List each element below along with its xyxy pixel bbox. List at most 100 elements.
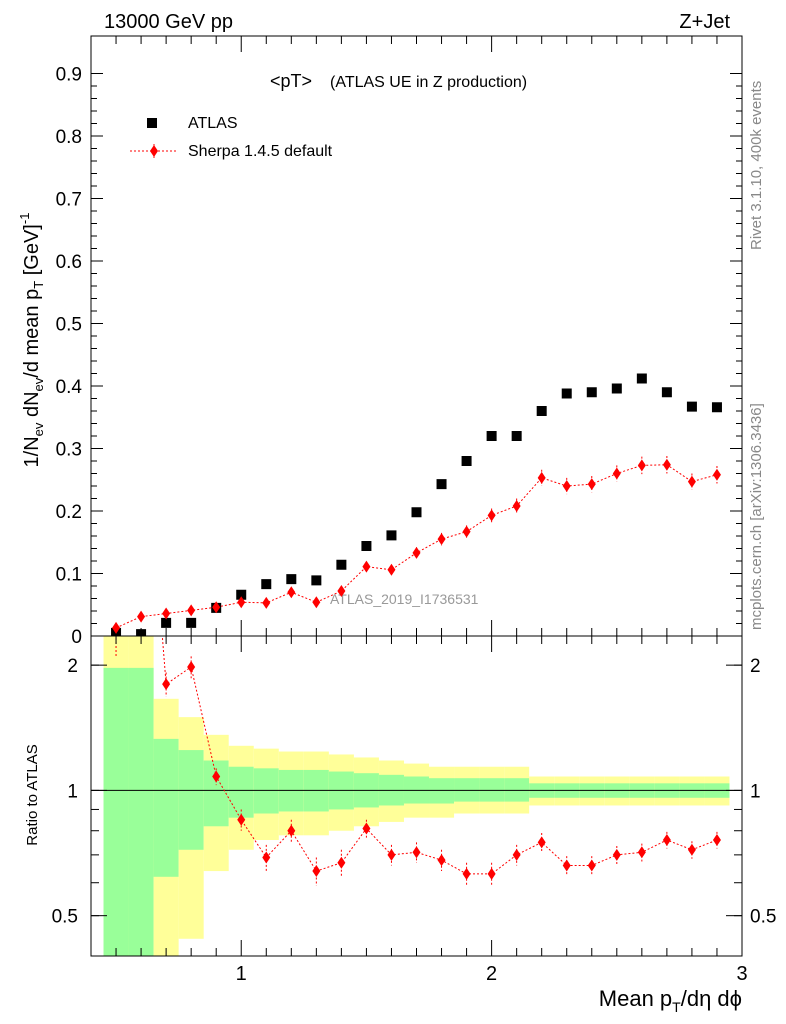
plot-title: <pT> [270,71,312,91]
main-ytick-label: 0.1 [56,565,82,586]
ratio-point [387,848,396,861]
ratio-point [687,843,696,856]
ratio-point [362,822,371,835]
main-ytick-label: 0.2 [56,502,82,523]
ratio-ytick-label-right: 0.5 [750,907,776,928]
ratio-point [512,848,521,861]
ratio-ytick-label-right: 1 [750,781,761,802]
sherpa-point [312,596,321,609]
atlas-point [236,589,247,600]
atlas-point [261,579,272,590]
atlas-point [561,388,572,399]
xtick-label: 3 [736,963,747,985]
sherpa-point [537,471,546,484]
ratio-point [312,865,321,878]
main-y-axis: 0 0.1 0.2 0.3 0.4 0.5 0.6 0.7 0.8 0.9 [56,65,742,648]
ratio-band-inner [203,760,229,827]
atlas-point [461,456,472,466]
atlas-point [386,530,397,541]
ratio-y-label: Ratio to ATLAS [24,744,41,845]
sherpa-point [212,601,221,614]
main-ytick-label: 0.8 [56,127,82,148]
atlas-point [161,617,172,628]
atlas-point [686,401,697,412]
ratio-bands [103,636,730,956]
main-ytick-label: 0.3 [56,440,82,461]
ratio-point [712,834,721,847]
mcplots-label: mcplots.cern.ch [arXiv:1306.3436] [748,403,765,630]
atlas-point [136,629,147,640]
atlas-point [586,387,597,398]
main-ytick-label: 0.7 [56,190,82,211]
ratio-y-axis: 0.5 0.5 1 1 2 2 [52,656,777,928]
ratio-point [337,856,346,869]
main-x-axis-ticks [115,36,743,636]
ratio-series-layer [115,636,721,886]
ratio-band-inner [504,778,530,802]
ratio-band-inner [479,778,505,802]
atlas-point [611,383,622,394]
sherpa-point [512,500,521,512]
atlas-point [636,373,647,384]
ratio-band-inner [228,766,254,818]
atlas-point [486,431,497,441]
ratio-point [462,867,471,880]
main-ytick-label: 0 [71,627,82,648]
legend-atlas-label: ATLAS [188,115,238,132]
atlas-point [361,541,372,551]
atlas-point [661,387,672,398]
legend-sherpa-label: Sherpa 1.4.5 default [188,143,333,160]
ratio-band-inner [253,768,279,814]
sherpa-point [637,459,646,472]
main-panel: 0 0.1 0.2 0.3 0.4 0.5 0.6 0.7 0.8 0.9 <pT> (ATLAS… [17,35,743,648]
main-ytick-label: 0.9 [56,65,82,86]
atlas-point [411,507,422,518]
main-ytick-label: 0.4 [56,377,83,398]
atlas-point [436,479,447,490]
atlas-point [711,402,722,413]
atlas-point [511,431,522,441]
watermark: ATLAS_2019_I1736531 [330,591,479,607]
ratio-band-inner [153,738,179,877]
ratio-point [287,824,296,837]
main-y-label: 1/Nev dNev/d mean pT [GeV]-1 [17,213,46,468]
ratio-point [587,859,596,872]
legend-atlas-marker [147,118,157,128]
sherpa-point [237,596,246,609]
sherpa-point [462,525,471,538]
ratio-band-inner [454,778,480,802]
atlas-point [336,559,347,570]
sherpa-point [137,610,146,623]
legend-sherpa-marker [150,145,158,157]
sherpa-point [112,621,121,634]
ratio-band-inner [128,667,154,956]
ratio-ytick-label: 0.5 [52,907,78,928]
main-ytick-label: 0.5 [56,315,82,336]
ratio-point [562,859,571,872]
ratio-point [187,660,196,673]
ratio-points-group [115,636,721,886]
ratio-point [212,770,221,783]
plot-subtitle: (ATLAS UE in Z production) [330,74,527,91]
sherpa-point [187,604,196,617]
sherpa-point [487,509,496,522]
ratio-ytick-label: 2 [67,656,78,677]
ratio-point [487,867,496,880]
ratio-point [262,851,271,864]
ratio-band-inner [103,667,129,956]
atlas-point [536,406,547,416]
sherpa-point [562,480,571,492]
sherpa-point [262,596,271,609]
x-axis-label: Mean pT/dη dϕ [599,986,742,1015]
ratio-point [537,836,546,849]
main-ytick-label: 0.6 [56,252,82,273]
sherpa-point [662,458,671,471]
ratio-ytick-label-right: 2 [750,656,761,677]
sherpa-point [412,546,421,559]
x-axis: 1 2 3 [115,636,748,985]
legend: ATLAS Sherpa 1.4.5 default [130,115,333,160]
header-left: 13000 GeV pp [104,11,233,33]
ratio-point [437,854,446,867]
sherpa-point [687,475,696,488]
